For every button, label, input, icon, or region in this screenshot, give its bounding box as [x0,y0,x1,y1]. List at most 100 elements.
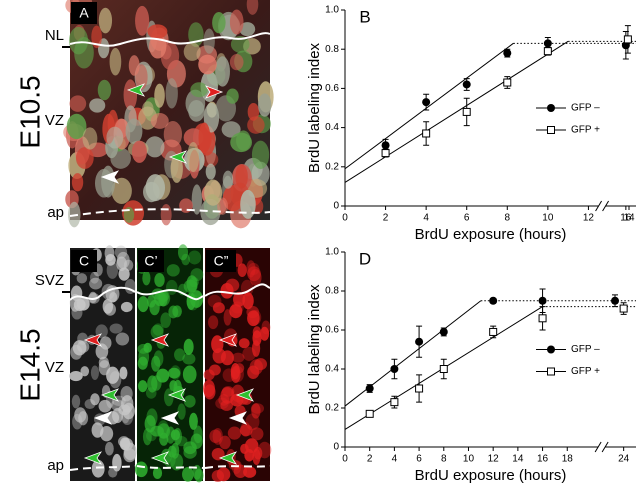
cell [159,432,169,446]
cell [145,174,166,202]
cell [137,296,149,313]
panel-label: B [359,7,370,26]
cell [226,88,239,104]
data-point [538,314,547,323]
cell [146,430,157,442]
cell [89,98,106,113]
cell [216,467,231,482]
x-tick-label: 2 [367,454,373,465]
cell [134,461,148,478]
cell [183,128,204,147]
legend-marker [547,345,555,354]
cell [144,415,156,433]
cell [258,93,272,117]
cell [229,9,244,35]
cell [128,55,140,76]
panel-label-box [138,250,164,272]
cell [204,179,223,206]
cell [152,466,163,480]
x-axis-label: BrdU exposure (hours) [415,226,567,243]
stage-label: E14.5 [14,328,45,401]
cell [90,393,100,406]
y-tick-label: 0.2 [325,161,339,172]
arrowhead [100,388,120,402]
cell [215,397,229,410]
cell [166,264,180,277]
y-axis-label: BrdU labeling index [306,42,323,173]
x-tick-label: 0 [342,213,348,224]
cell [170,154,183,183]
cell [150,324,164,340]
cell [237,263,247,278]
layer-label: NL [45,27,64,44]
cell [231,352,245,363]
x-tick-label: 0 [342,454,348,465]
cell [145,136,165,158]
x-tick-label: 8 [441,454,447,465]
panel-label-box [206,250,236,272]
cell [203,384,216,400]
axis-break [602,200,610,212]
cell [172,305,182,318]
y-tick-label: 0.8 [325,44,339,55]
cell [102,298,114,314]
y-tick-label: 0.6 [325,83,339,94]
boundary-line [69,32,271,47]
cell [100,425,114,442]
cell [89,277,103,290]
cell [66,113,87,140]
micrograph-c [69,244,272,483]
cell [76,273,88,284]
cell [101,165,116,198]
cell [188,277,199,288]
cell [120,301,133,313]
x-tick-label: 18 [562,454,574,465]
cell [71,394,81,409]
legend-label: GFP + [571,366,600,377]
panel-label: C [79,253,89,269]
cell [198,54,217,75]
x-tick-label: 14 [623,213,635,224]
legend-label: GFP – [571,103,600,114]
cell [143,342,152,353]
data-point [503,49,512,58]
apical-line [69,208,271,217]
x-tick-label: 4 [423,213,429,224]
cell [106,126,124,149]
cell [233,291,246,307]
data-point [462,107,471,116]
cell [181,253,190,266]
cell [212,427,223,445]
cell [115,332,130,346]
cell [212,302,225,314]
cell [251,340,261,357]
cell [212,11,226,34]
cell [168,367,181,379]
data-point [415,384,424,393]
arrowhead [126,83,146,97]
cell [174,348,186,362]
cell [188,99,205,122]
cell [71,173,84,192]
x-tick-label: 16 [620,213,632,224]
data-point [390,365,399,373]
cell [203,28,215,54]
cell [225,278,240,292]
boundary-line [69,283,271,301]
cell [220,400,233,411]
cell [153,350,164,367]
data-point [538,296,547,305]
cell [98,360,111,376]
arrowhead [228,411,248,425]
y-tick-label: 1.0 [325,5,339,16]
cell [177,403,186,420]
cell [131,140,147,163]
legend-label: GFP + [571,125,600,136]
cell [186,275,198,293]
cell [245,413,260,431]
cell [98,399,112,413]
cell [170,429,181,441]
apical-line [69,465,271,471]
x-tick-label: 10 [542,213,554,224]
